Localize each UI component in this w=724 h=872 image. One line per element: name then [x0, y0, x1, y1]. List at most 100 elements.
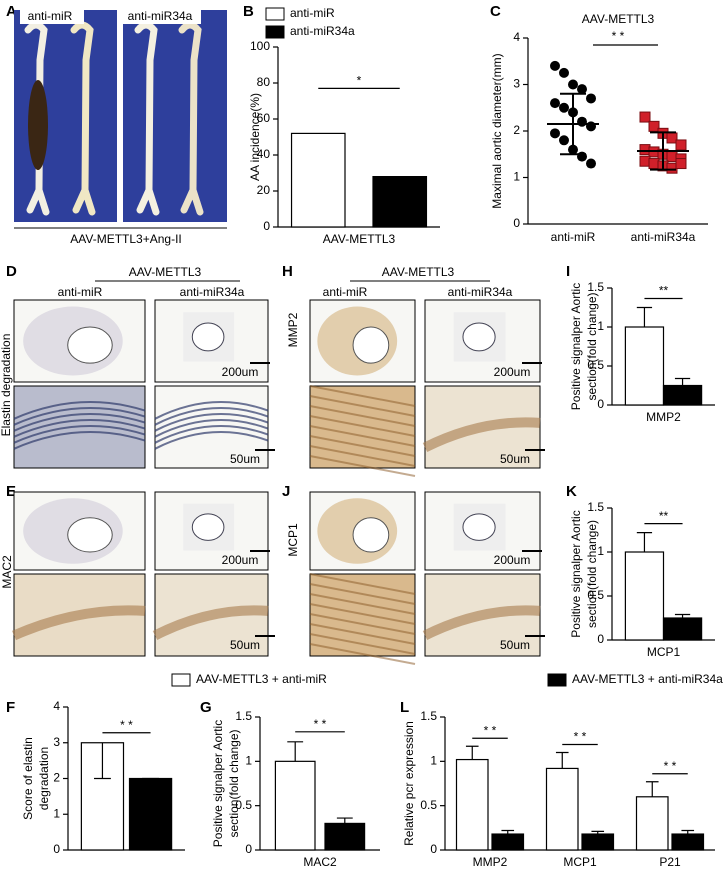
aorta [178, 21, 204, 216]
point [550, 98, 560, 109]
bar [455, 758, 489, 851]
panel-letter: F [6, 699, 15, 716]
fiber [13, 431, 146, 450]
x-tick-label: AAV-METTL3 [323, 232, 396, 246]
y-tick-label: 80 [257, 75, 271, 89]
point [577, 151, 587, 162]
legend-label: anti-miR34a [290, 24, 355, 38]
panel-letter: I [566, 263, 570, 280]
fiber [309, 425, 416, 447]
column-label: anti-miR34a [180, 285, 245, 299]
point [586, 158, 596, 169]
y-axis-label: AA incidence(%) [248, 93, 262, 181]
aorta [134, 21, 160, 216]
fiber [309, 395, 416, 417]
panel-letter: E [6, 483, 16, 500]
y-tick-label: 60 [257, 111, 271, 125]
legend-label: anti-miR [290, 6, 335, 20]
y-tick-label: 1.5 [587, 500, 604, 514]
y-axis-label: Maximal aortic diameter(mm) [490, 53, 504, 208]
y-tick-label: 3 [513, 77, 520, 91]
y-axis-label: section(fold change) [585, 292, 599, 400]
y-axis-label: degradation [37, 747, 51, 810]
y-tick-label: 0.5 [587, 358, 604, 372]
fiber [154, 419, 269, 438]
y-axis-label: Relative pcr expression [402, 721, 416, 846]
y-tick-label: 1 [597, 544, 604, 558]
y-axis-label: section(fold change) [227, 729, 241, 837]
fiber [309, 643, 416, 665]
fiber [309, 405, 416, 427]
photo-divider [117, 10, 123, 222]
bar [662, 617, 703, 641]
point [577, 116, 587, 127]
scale-label: 200um [222, 365, 259, 379]
significance-label: * [357, 74, 362, 88]
lumen [462, 513, 496, 541]
fiber [309, 613, 416, 635]
y-tick-label: 0 [263, 219, 270, 233]
y-tick-label: 4 [53, 699, 60, 713]
y-axis-label: Positive signalper Aortic [569, 510, 583, 637]
error-bar [674, 613, 691, 618]
scale-label: 50um [230, 452, 260, 466]
y-axis-label: section(fold change) [585, 520, 599, 628]
error-bar [645, 781, 659, 797]
fiber [309, 623, 416, 645]
y-tick-label: 1 [597, 319, 604, 333]
row-label: MMP2 [286, 312, 300, 347]
fiber [309, 603, 416, 625]
vessel-wall [11, 605, 146, 641]
y-axis-label: Positive signalper Aortic [211, 720, 225, 847]
error-bar [287, 741, 304, 762]
group-header: AAV-METTL3 [382, 265, 455, 279]
significance-label: * * [574, 730, 587, 744]
legend-swatch [265, 7, 285, 21]
point [675, 158, 687, 170]
row-label: MCP1 [286, 523, 300, 557]
row-label: Elastin degradation [0, 334, 13, 437]
fiber [13, 401, 146, 420]
error-bar [674, 377, 691, 386]
point [586, 93, 596, 104]
sd-bar [560, 92, 586, 156]
significance-label: * * [664, 759, 677, 773]
panel-letter: J [282, 483, 290, 500]
scale-label: 50um [230, 638, 260, 652]
significance-label: * * [120, 718, 133, 732]
legend-swatch [265, 25, 285, 39]
y-tick-label: 0 [597, 397, 604, 411]
panel-letter: L [400, 699, 409, 716]
lumen [191, 513, 225, 541]
bar [671, 833, 705, 851]
x-tick-label: anti-miR [551, 230, 596, 244]
x-tick-label: MCP1 [563, 855, 597, 869]
bar [624, 551, 665, 641]
error-bar [94, 742, 111, 780]
scale-label: 200um [494, 365, 531, 379]
vessel-wall [152, 605, 269, 640]
scale-label: 50um [500, 452, 530, 466]
point [639, 111, 651, 123]
fiber [13, 419, 146, 438]
bar [128, 777, 173, 851]
bar [491, 833, 525, 851]
lumen [352, 517, 390, 553]
chart-title: AAV-METTL3 [582, 12, 655, 26]
photo-caption: AAV-METTL3+Ang-II [70, 232, 182, 246]
error-bar [681, 829, 695, 835]
lumen [462, 322, 496, 352]
column-label: anti-miR34a [448, 285, 513, 299]
panel-letter: D [6, 263, 17, 280]
fiber [309, 583, 416, 605]
scale-label: 50um [500, 638, 530, 652]
bar [581, 833, 615, 851]
column-label: anti-miR [323, 285, 368, 299]
fiber [154, 431, 269, 450]
scale-label: 200um [494, 553, 531, 567]
x-tick-label: MMP2 [473, 855, 508, 869]
y-tick-label: 3 [53, 735, 60, 749]
point [675, 139, 687, 151]
bar [662, 384, 703, 406]
aorta [70, 21, 96, 216]
